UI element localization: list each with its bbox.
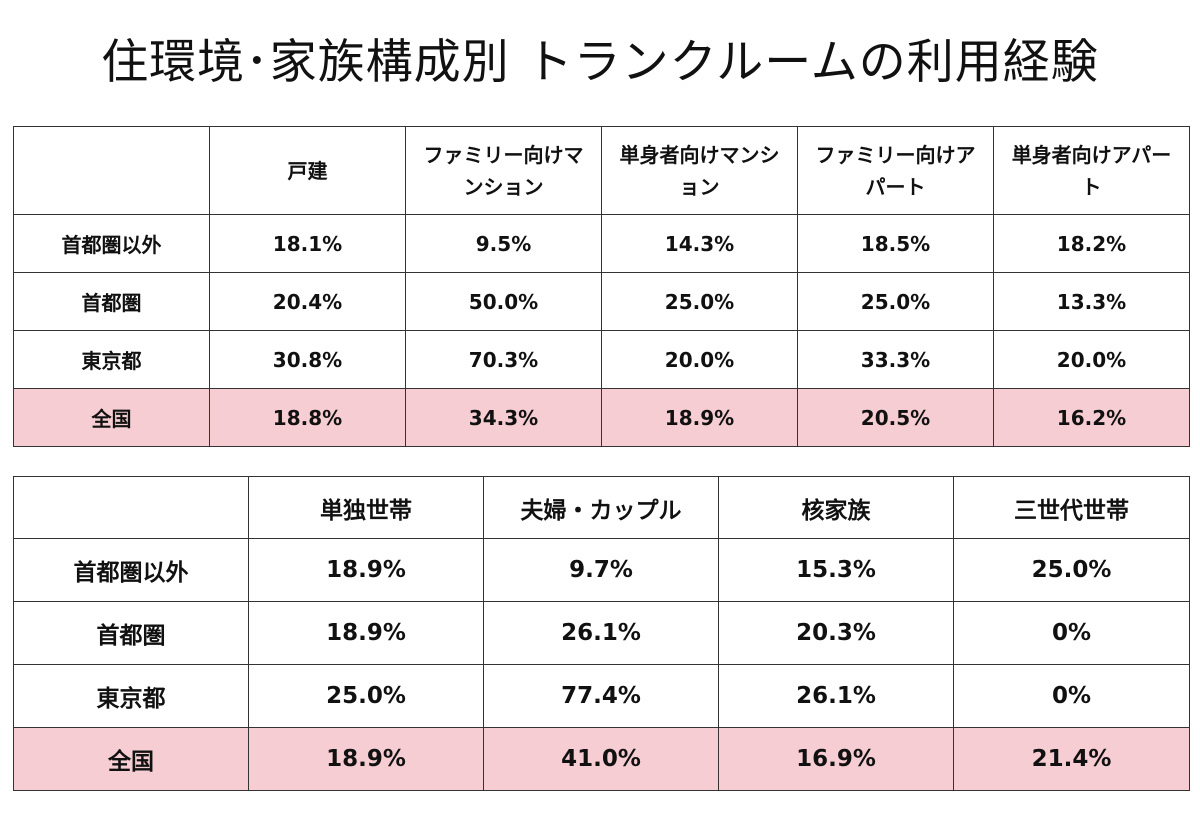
table-cell: 30.8%: [209, 330, 406, 389]
column-header: 単身者向けマンション: [601, 126, 798, 215]
table-row-national: 全国 18.9% 41.0% 16.9% 21.4%: [13, 727, 1190, 791]
table-cell: 16.9%: [718, 727, 954, 791]
corner-cell: [13, 126, 210, 215]
table-cell: 25.0%: [797, 272, 994, 331]
table-cell: 15.3%: [718, 538, 954, 602]
column-header: ファミリー向けアパート: [797, 126, 994, 215]
table-cell: 0%: [953, 664, 1190, 728]
column-header: 核家族: [718, 476, 954, 539]
housing-type-table: 戸建 ファミリー向けマンション 単身者向けマンション ファミリー向けアパート 単…: [13, 126, 1190, 447]
table-cell: 9.5%: [405, 214, 602, 273]
table-cell: 18.9%: [248, 727, 484, 791]
column-header: 戸建: [209, 126, 406, 215]
table-cell: 20.0%: [993, 330, 1190, 389]
column-header: 単身者向けアパート: [993, 126, 1190, 215]
table-cell: 50.0%: [405, 272, 602, 331]
column-header: 夫婦・カップル: [483, 476, 719, 539]
header-row: 単独世帯 夫婦・カップル 核家族 三世代世帯: [13, 476, 1190, 539]
row-label: 東京都: [13, 330, 210, 389]
table-cell: 18.1%: [209, 214, 406, 273]
column-header: 三世代世帯: [953, 476, 1190, 539]
table-cell: 14.3%: [601, 214, 798, 273]
table-cell: 18.9%: [601, 388, 798, 447]
row-label: 首都圏以外: [13, 214, 210, 273]
table-cell: 18.8%: [209, 388, 406, 447]
table-cell: 70.3%: [405, 330, 602, 389]
table-cell: 25.0%: [953, 538, 1190, 602]
table-cell: 18.9%: [248, 601, 484, 665]
table-cell: 25.0%: [248, 664, 484, 728]
table-row-national: 全国 18.8% 34.3% 18.9% 20.5% 16.2%: [13, 388, 1190, 447]
table-row: 首都圏以外 18.1% 9.5% 14.3% 18.5% 18.2%: [13, 214, 1190, 273]
table-cell: 9.7%: [483, 538, 719, 602]
row-label: 首都圏: [13, 601, 249, 665]
table-cell: 20.0%: [601, 330, 798, 389]
row-label: 全国: [13, 727, 249, 791]
row-label: 首都圏: [13, 272, 210, 331]
table-cell: 16.2%: [993, 388, 1190, 447]
table-cell: 13.3%: [993, 272, 1190, 331]
table-cell: 0%: [953, 601, 1190, 665]
header-row: 戸建 ファミリー向けマンション 単身者向けマンション ファミリー向けアパート 単…: [13, 126, 1190, 215]
row-label: 首都圏以外: [13, 538, 249, 602]
table-cell: 26.1%: [718, 664, 954, 728]
table-cell: 21.4%: [953, 727, 1190, 791]
table-cell: 41.0%: [483, 727, 719, 791]
table-cell: 33.3%: [797, 330, 994, 389]
table-row: 首都圏 18.9% 26.1% 20.3% 0%: [13, 601, 1190, 665]
table-row: 東京都 25.0% 77.4% 26.1% 0%: [13, 664, 1190, 728]
row-label: 全国: [13, 388, 210, 447]
household-type-table: 単独世帯 夫婦・カップル 核家族 三世代世帯 首都圏以外 18.9% 9.7% …: [13, 476, 1190, 791]
table-row: 東京都 30.8% 70.3% 20.0% 33.3% 20.0%: [13, 330, 1190, 389]
table-row: 首都圏 20.4% 50.0% 25.0% 25.0% 13.3%: [13, 272, 1190, 331]
row-label: 東京都: [13, 664, 249, 728]
table-cell: 26.1%: [483, 601, 719, 665]
table-cell: 18.5%: [797, 214, 994, 273]
corner-cell: [13, 476, 249, 539]
table-row: 首都圏以外 18.9% 9.7% 15.3% 25.0%: [13, 538, 1190, 602]
page-title: 住環境･家族構成別 トランクルームの利用経験: [101, 35, 1099, 90]
table-cell: 77.4%: [483, 664, 719, 728]
table-cell: 18.9%: [248, 538, 484, 602]
table-cell: 25.0%: [601, 272, 798, 331]
column-header: 単独世帯: [248, 476, 484, 539]
table-cell: 34.3%: [405, 388, 602, 447]
table-cell: 20.5%: [797, 388, 994, 447]
table-cell: 18.2%: [993, 214, 1190, 273]
table-cell: 20.3%: [718, 601, 954, 665]
table-cell: 20.4%: [209, 272, 406, 331]
column-header: ファミリー向けマンション: [405, 126, 602, 215]
